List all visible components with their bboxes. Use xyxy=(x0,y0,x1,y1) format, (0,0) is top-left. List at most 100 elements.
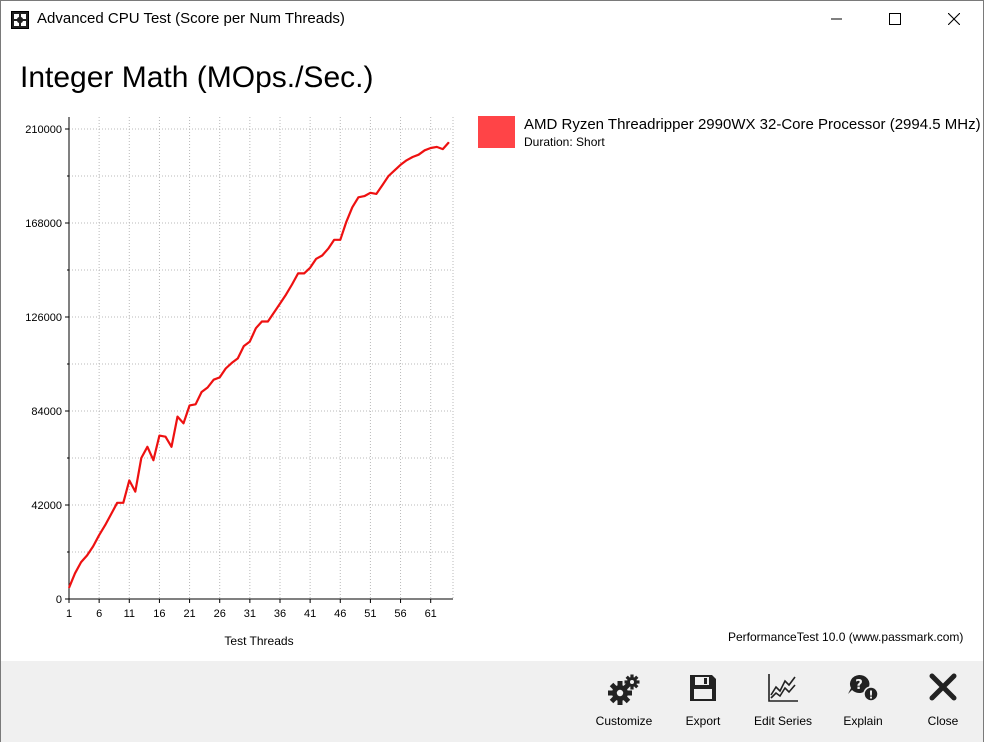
data-point xyxy=(375,193,378,195)
close-label: Close xyxy=(927,714,959,728)
data-point xyxy=(261,320,263,323)
data-point xyxy=(333,239,335,241)
data-point xyxy=(152,459,154,461)
customize-label: Customize xyxy=(595,714,653,728)
x-tick-label: 16 xyxy=(153,608,165,620)
x-tick-label: 61 xyxy=(425,608,437,620)
data-point xyxy=(412,156,414,158)
data-point xyxy=(315,258,317,260)
close-button[interactable]: Close xyxy=(903,661,983,742)
data-point xyxy=(291,283,293,286)
x-tick-label: 56 xyxy=(394,608,406,620)
data-point xyxy=(399,164,402,166)
question-speech-icon: ? ! xyxy=(848,674,879,702)
x-tick-label: 31 xyxy=(244,608,256,620)
data-point xyxy=(104,524,106,526)
passmark-app-icon xyxy=(11,11,29,29)
bottom-toolbar: Customize Export Edit Ser xyxy=(1,661,983,742)
edit-series-label: Edit Series xyxy=(753,714,813,728)
x-axis-label: Test Threads xyxy=(224,634,293,648)
data-point xyxy=(92,545,94,548)
data-point xyxy=(225,367,227,370)
customize-button[interactable]: Customize xyxy=(584,661,664,742)
data-point xyxy=(345,221,347,223)
data-point xyxy=(387,175,390,177)
svg-text:?: ? xyxy=(855,678,863,693)
legend-duration: Duration: Short xyxy=(524,135,605,149)
x-icon xyxy=(929,673,957,701)
title-bar[interactable]: Advanced CPU Test (Score per Num Threads… xyxy=(1,1,983,39)
data-point xyxy=(327,248,329,250)
explain-label: Explain xyxy=(843,714,883,728)
data-point xyxy=(436,146,438,148)
data-point xyxy=(405,159,408,161)
data-point xyxy=(207,386,209,389)
data-point xyxy=(128,479,130,481)
x-tick-label: 26 xyxy=(214,608,226,620)
data-point xyxy=(357,196,359,198)
window-close-button[interactable] xyxy=(927,1,981,37)
data-point xyxy=(279,302,281,305)
floppy-disk-icon xyxy=(690,675,716,701)
data-point xyxy=(74,572,76,574)
maximize-button[interactable] xyxy=(868,1,922,37)
x-tick-label: 41 xyxy=(304,608,316,620)
data-point xyxy=(201,391,203,393)
data-point xyxy=(393,169,396,172)
data-point xyxy=(309,267,311,269)
data-point xyxy=(255,327,257,329)
maximize-icon xyxy=(889,13,901,25)
y-tick-label: 42000 xyxy=(31,500,62,512)
data-point xyxy=(134,490,136,493)
data-point xyxy=(219,376,221,379)
y-tick-label: 0 xyxy=(56,594,62,606)
export-label: Export xyxy=(685,714,721,728)
svg-text:!: ! xyxy=(868,689,873,702)
data-point xyxy=(424,149,426,151)
data-point xyxy=(303,272,305,274)
data-point xyxy=(448,141,450,144)
data-point xyxy=(176,415,179,418)
data-point xyxy=(249,341,251,343)
minimize-icon xyxy=(831,18,842,20)
data-point xyxy=(213,379,215,381)
data-point xyxy=(98,534,100,536)
data-point xyxy=(381,184,384,186)
data-point xyxy=(237,357,239,360)
close-icon xyxy=(948,13,960,25)
y-tick-label: 126000 xyxy=(25,312,62,324)
y-tick-label: 210000 xyxy=(25,124,62,136)
data-point xyxy=(418,154,420,156)
data-point xyxy=(122,502,124,504)
y-tick-label: 168000 xyxy=(25,218,62,230)
chart-title: Integer Math (MOps./Sec.) xyxy=(20,61,374,94)
x-tick-label: 1 xyxy=(66,608,72,620)
x-tick-label: 21 xyxy=(183,608,195,620)
minimize-button[interactable] xyxy=(810,1,864,37)
explain-button[interactable]: ? ! Explain xyxy=(823,661,903,742)
data-point xyxy=(86,554,88,556)
x-tick-label: 36 xyxy=(274,608,286,620)
data-point xyxy=(273,311,275,314)
x-tick-label: 11 xyxy=(124,608,135,620)
y-tick-label: 84000 xyxy=(31,406,62,418)
x-tick-label: 46 xyxy=(334,608,346,620)
export-button[interactable]: Export xyxy=(663,661,743,742)
data-point xyxy=(297,272,299,274)
window-title: Advanced CPU Test (Score per Num Threads… xyxy=(37,10,345,27)
data-point xyxy=(369,192,372,194)
data-point xyxy=(339,239,341,241)
edit-series-button[interactable]: Edit Series xyxy=(743,661,823,742)
data-point xyxy=(164,436,167,438)
data-point xyxy=(430,147,432,149)
x-tick-label: 6 xyxy=(96,608,102,620)
data-point xyxy=(243,345,245,347)
data-point xyxy=(182,422,185,424)
data-point xyxy=(116,502,118,504)
data-point xyxy=(110,513,112,515)
data-point xyxy=(158,435,161,437)
data-point xyxy=(351,206,353,208)
data-point xyxy=(68,587,70,589)
